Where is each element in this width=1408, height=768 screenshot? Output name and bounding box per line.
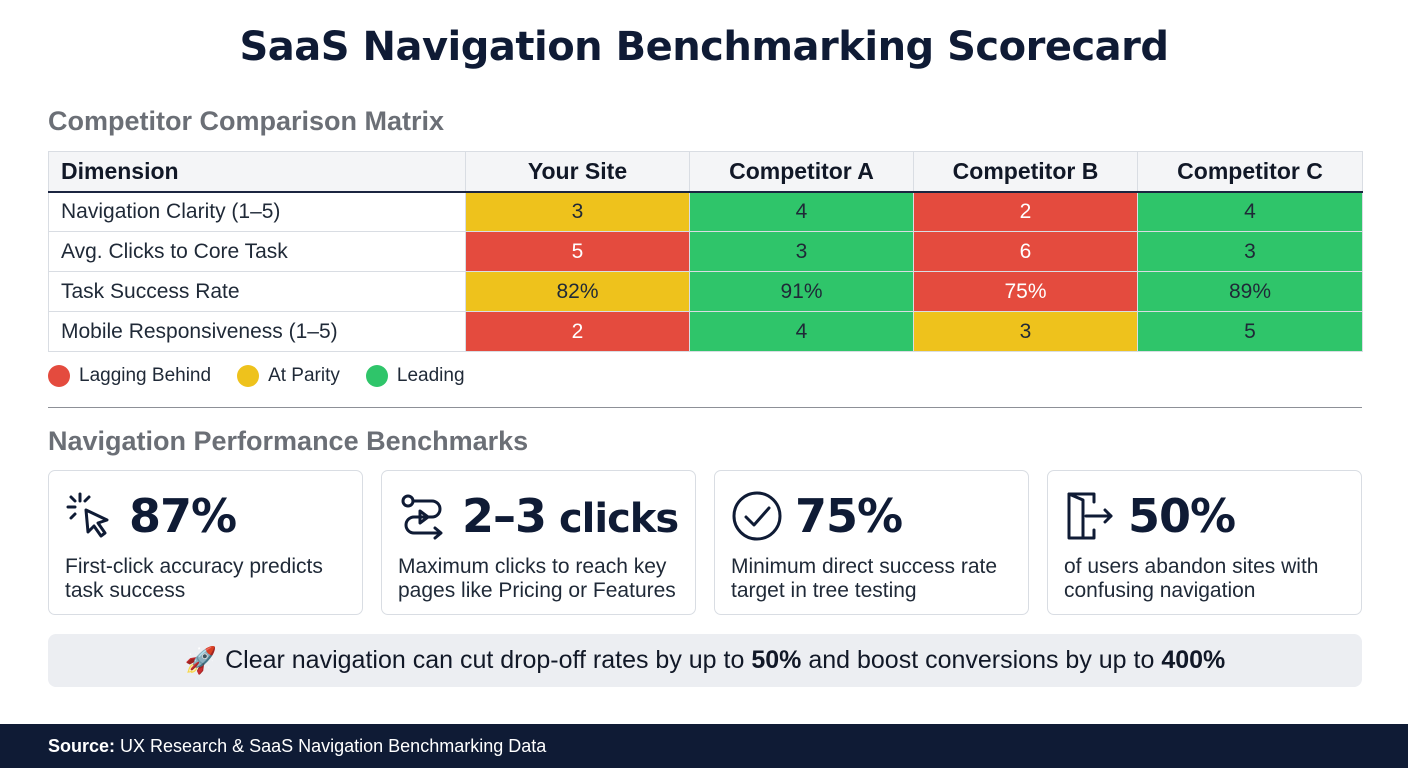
exit-door-icon	[1064, 490, 1116, 542]
column-header-competitor-c: Competitor C	[1137, 151, 1363, 193]
green-dot-icon	[365, 365, 388, 387]
column-header-competitor-b: Competitor B	[913, 151, 1138, 193]
callout-text-part: and boost conversions by up to	[801, 646, 1162, 674]
benchmark-value: 50%	[1128, 489, 1236, 543]
red-dot-icon	[48, 365, 70, 387]
matrix-heading: Competitor Comparison Matrix	[48, 106, 445, 136]
benchmark-card-success-rate: 75% Minimum direct success rate target i…	[714, 470, 1029, 615]
score-cell: 75%	[913, 271, 1138, 312]
legend-label: Leading	[396, 365, 465, 386]
row-label: Mobile Responsiveness (1–5)	[48, 311, 466, 352]
status-legend: Lagging Behind At Parity Leading	[48, 365, 465, 387]
page-title: SaaS Navigation Benchmarking Scorecard	[239, 24, 1169, 70]
legend-label: At Parity	[268, 365, 340, 386]
benchmark-cards: 87% First-click accuracy predicts task s…	[48, 470, 1362, 615]
benchmark-description: of users abandon sites with confusing na…	[1064, 555, 1319, 602]
rocket-icon: 🚀	[184, 645, 218, 675]
benchmark-value: 87%	[129, 489, 237, 543]
route-path-icon	[398, 490, 450, 542]
score-cell: 4	[689, 311, 914, 352]
check-circle-icon	[731, 490, 783, 542]
table-row: Navigation Clarity (1–5) 3 4 2 4	[48, 191, 1363, 232]
legend-item-parity: At Parity	[237, 365, 340, 387]
row-label: Navigation Clarity (1–5)	[48, 191, 466, 232]
matrix-header-row: Dimension Your Site Competitor A Competi…	[48, 151, 1363, 193]
score-cell: 4	[1137, 191, 1363, 232]
insight-callout: 🚀 Clear navigation can cut drop-off rate…	[48, 634, 1362, 687]
row-label: Task Success Rate	[48, 271, 466, 312]
benchmark-card-abandon: 50% of users abandon sites with confusin…	[1047, 470, 1362, 615]
score-cell: 82%	[465, 271, 690, 312]
score-cell: 3	[1137, 231, 1363, 272]
callout-text-part: Clear navigation can cut drop-off rates …	[225, 646, 752, 674]
table-row: Mobile Responsiveness (1–5) 2 4 3 5	[48, 311, 1363, 352]
source-footer: Source: UX Research & SaaS Navigation Be…	[0, 724, 1408, 768]
benchmarks-heading: Navigation Performance Benchmarks	[48, 426, 529, 456]
row-label: Avg. Clicks to Core Task	[48, 231, 466, 272]
score-cell: 6	[913, 231, 1138, 272]
benchmark-value-number: 2–3	[462, 489, 547, 543]
benchmark-description: Maximum clicks to reach key pages like P…	[398, 555, 676, 602]
source-text: UX Research & SaaS Navigation Benchmarki…	[120, 735, 547, 756]
column-header-dimension: Dimension	[48, 151, 466, 193]
score-cell: 2	[913, 191, 1138, 232]
score-cell: 89%	[1137, 271, 1363, 312]
benchmark-description: Minimum direct success rate target in tr…	[731, 555, 998, 602]
benchmark-value: 75%	[795, 489, 903, 543]
benchmark-description: First-click accuracy predicts task succe…	[65, 555, 323, 602]
column-header-competitor-a: Competitor A	[689, 151, 914, 193]
score-cell: 2	[465, 311, 690, 352]
table-row: Avg. Clicks to Core Task 5 3 6 3	[48, 231, 1363, 272]
yellow-dot-icon	[237, 365, 260, 387]
competitor-matrix-table: Dimension Your Site Competitor A Competi…	[48, 151, 1363, 352]
section-divider	[48, 407, 1362, 408]
benchmark-value: 2–3 clicks	[462, 489, 679, 543]
source-label: Source:	[48, 735, 116, 756]
score-cell: 5	[1137, 311, 1363, 352]
score-cell: 3	[689, 231, 914, 272]
cursor-click-icon	[65, 490, 117, 542]
column-header-your-site: Your Site	[465, 151, 690, 193]
legend-item-lagging: Lagging Behind	[48, 365, 211, 387]
score-cell: 3	[913, 311, 1138, 352]
benchmark-card-first-click: 87% First-click accuracy predicts task s…	[48, 470, 363, 615]
score-cell: 4	[689, 191, 914, 232]
benchmark-card-clicks: 2–3 clicks Maximum clicks to reach key p…	[381, 470, 696, 615]
score-cell: 91%	[689, 271, 914, 312]
benchmark-value-unit: clicks	[546, 496, 679, 542]
legend-item-leading: Leading	[365, 365, 465, 387]
callout-text: Clear navigation can cut drop-off rates …	[225, 646, 1225, 675]
callout-highlight: 50%	[751, 646, 802, 674]
table-row: Task Success Rate 82% 91% 75% 89%	[48, 271, 1363, 312]
callout-highlight: 400%	[1161, 646, 1226, 674]
score-cell: 5	[465, 231, 690, 272]
score-cell: 3	[465, 191, 690, 232]
legend-label: Lagging Behind	[79, 365, 212, 386]
